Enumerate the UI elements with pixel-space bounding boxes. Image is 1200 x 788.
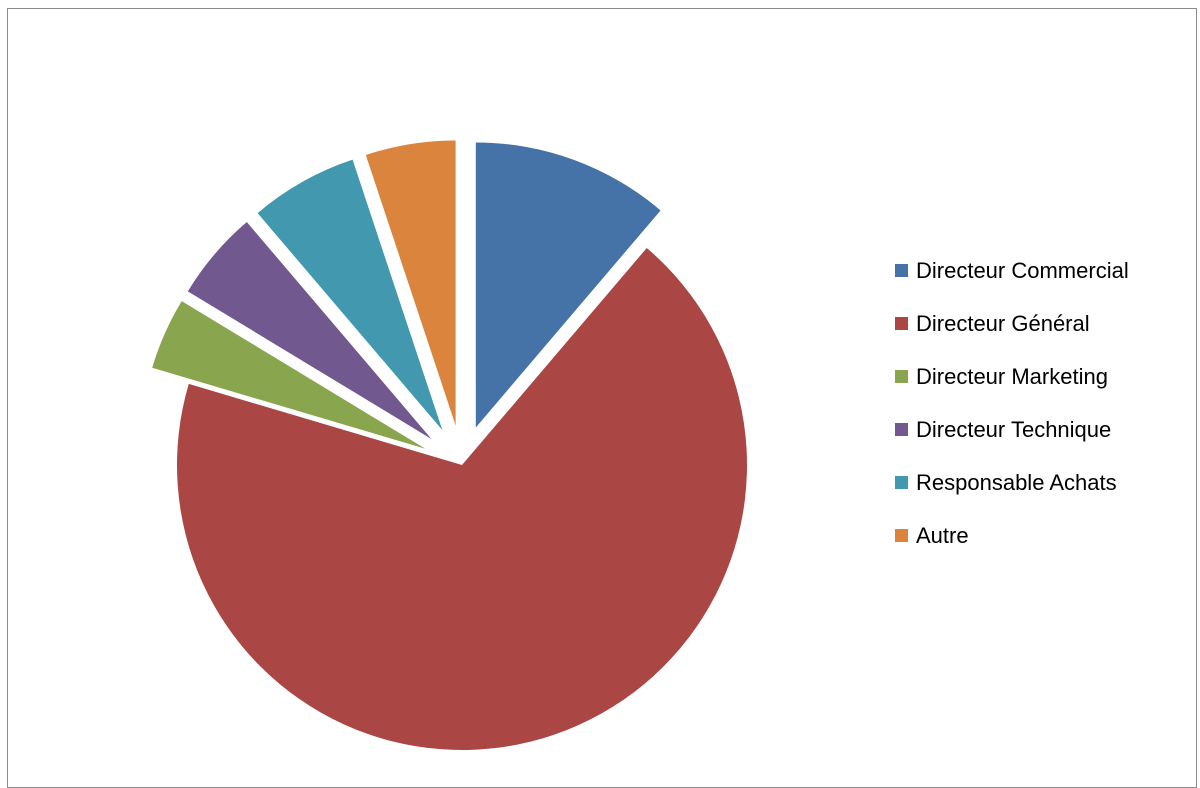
legend-item-directeur-commercial: Directeur Commercial	[895, 244, 1195, 297]
legend-label: Responsable Achats	[916, 469, 1117, 495]
legend-swatch	[895, 264, 908, 277]
pie-slice-directeur-general	[177, 247, 748, 750]
legend-item-autre: Autre	[895, 509, 1195, 562]
pie-slice-autre	[365, 140, 456, 426]
legend-swatch	[895, 317, 908, 330]
legend-swatch	[895, 476, 908, 489]
legend-swatch	[895, 423, 908, 436]
legend-item-responsable-achats: Responsable Achats	[895, 456, 1195, 509]
legend-label: Directeur Général	[916, 310, 1090, 336]
legend-swatch	[895, 370, 908, 383]
legend-item-directeur-technique: Directeur Technique	[895, 403, 1195, 456]
pie-slice-directeur-technique	[187, 222, 432, 440]
legend-label: Autre	[916, 522, 969, 548]
legend-item-directeur-general: Directeur Général	[895, 297, 1195, 350]
legend: Directeur Commercial Directeur Général D…	[895, 244, 1195, 562]
legend-swatch	[895, 529, 908, 542]
legend-label: Directeur Technique	[916, 416, 1112, 442]
legend-item-directeur-marketing: Directeur Marketing	[895, 350, 1195, 403]
legend-label: Directeur Commercial	[916, 257, 1129, 283]
legend-label: Directeur Marketing	[916, 363, 1108, 389]
pie-slice-directeur-commercial	[475, 142, 661, 428]
pie-slice-responsable-achats	[257, 159, 443, 431]
pie-slice-directeur-marketing	[152, 301, 426, 449]
